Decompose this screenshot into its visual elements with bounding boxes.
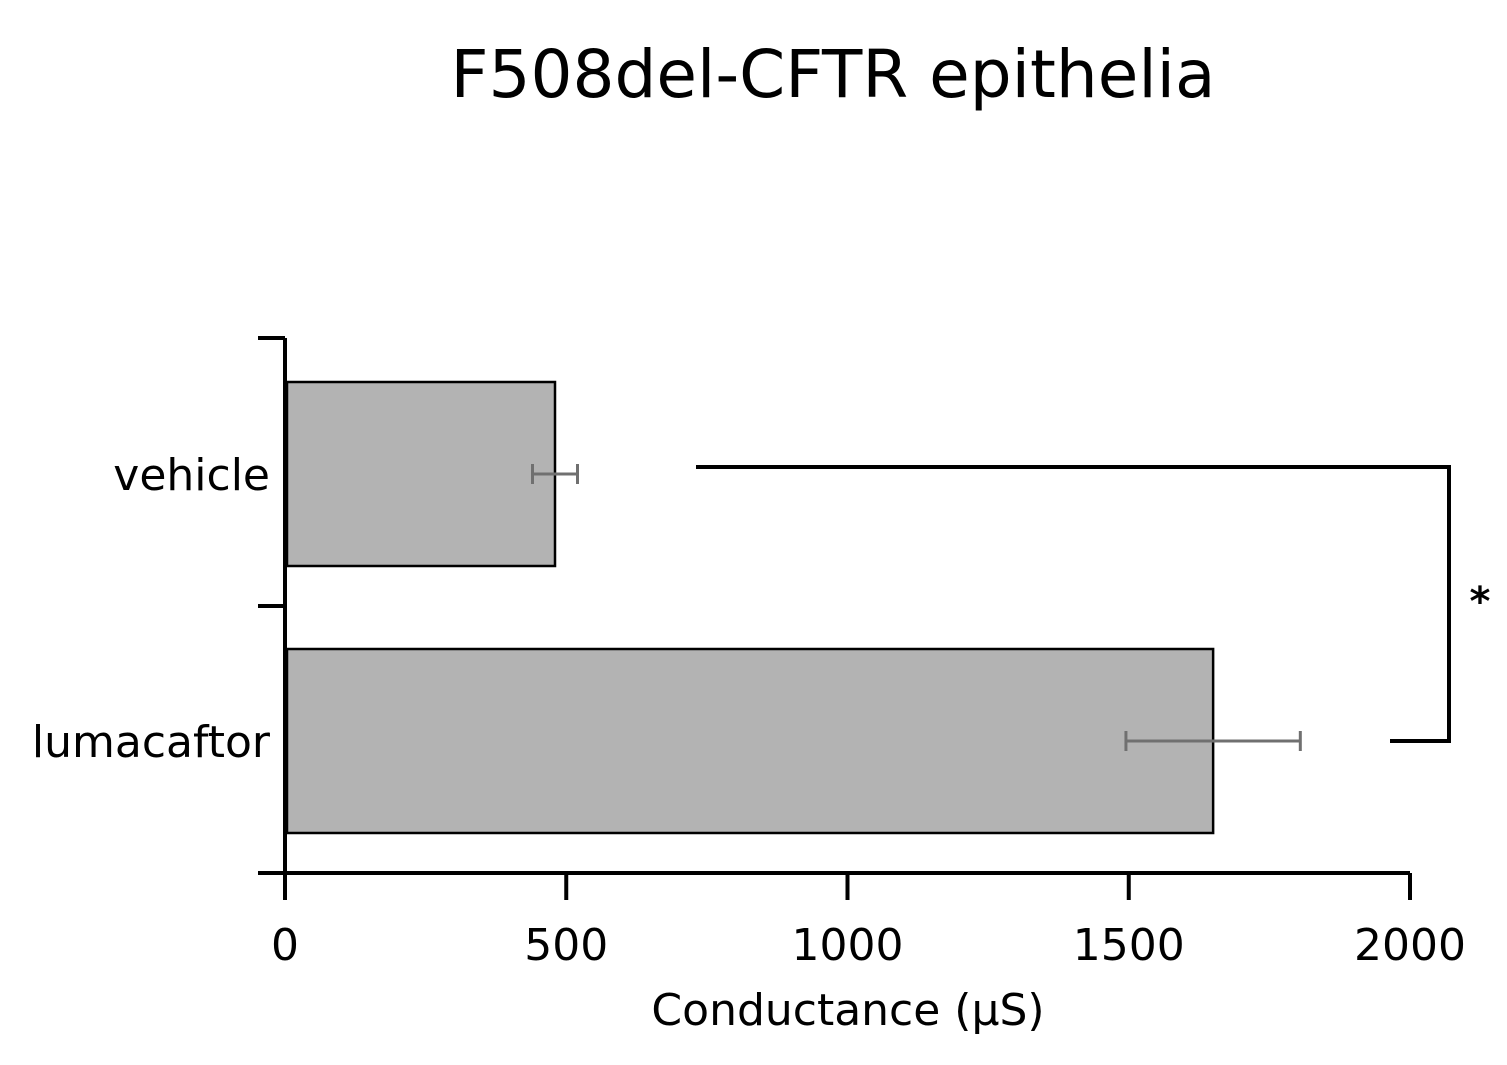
x-axis-label: Conductance (μS)	[651, 985, 1044, 1036]
axes-group: vehicle lumacaftor 0 500 1000 1500 2000	[32, 336, 1466, 971]
significance-bracket	[696, 465, 1451, 743]
x-tick-label-1500: 1500	[1073, 920, 1185, 971]
category-label-lumacaftor: lumacaftor	[32, 717, 271, 768]
x-tick-label-0: 0	[271, 920, 299, 971]
chart-title: F508del-CFTR epithelia	[451, 36, 1216, 113]
significance-star: *	[1470, 579, 1491, 625]
significance-annotation: *	[696, 465, 1491, 743]
bars-group	[285, 380, 1215, 835]
bar-vehicle	[285, 380, 557, 568]
error-bars-group	[531, 464, 1302, 751]
x-tick-label-500: 500	[524, 920, 608, 971]
bar-lumacaftor	[285, 647, 1215, 835]
x-tick-label-1000: 1000	[792, 920, 904, 971]
category-label-vehicle: vehicle	[113, 450, 270, 501]
x-tick-label-2000: 2000	[1354, 920, 1466, 971]
